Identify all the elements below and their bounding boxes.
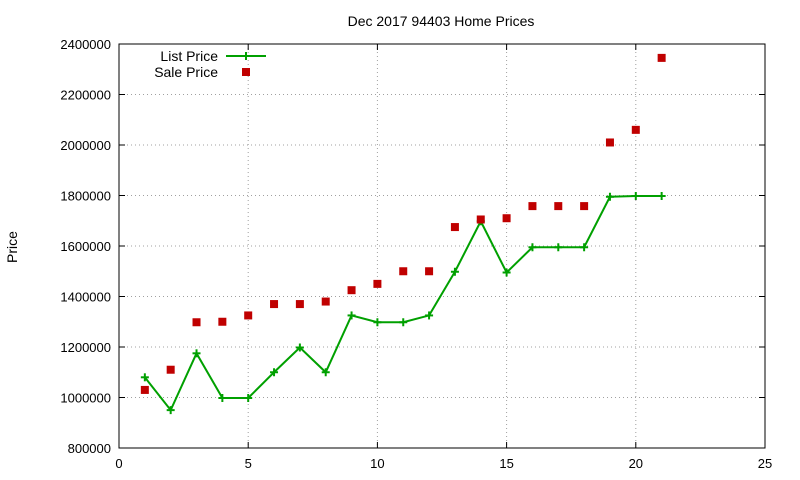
sale-price-point xyxy=(476,215,485,224)
sale-price-point xyxy=(528,202,537,211)
sale-price-point xyxy=(605,138,614,147)
list-price-point xyxy=(631,192,640,201)
x-tick-label: 0 xyxy=(115,456,122,471)
list-price-point xyxy=(399,318,408,327)
list-price-point xyxy=(528,243,537,252)
list-price-point xyxy=(450,267,459,276)
list-price-point xyxy=(554,243,563,252)
y-tick-label: 800000 xyxy=(68,441,111,456)
sale-price-point xyxy=(295,300,304,309)
list-price-point xyxy=(502,268,511,277)
list-price-point xyxy=(347,311,356,320)
sale-price-point xyxy=(321,297,330,306)
x-tick-label: 15 xyxy=(499,456,513,471)
x-tick-label: 10 xyxy=(370,456,384,471)
sale-price-point xyxy=(399,267,408,276)
list-price-line xyxy=(144,195,662,413)
data-series xyxy=(140,53,666,415)
sale-price-point xyxy=(192,318,201,327)
sale-price-point xyxy=(450,223,459,232)
plot-frame xyxy=(118,43,766,449)
list-price-point xyxy=(166,406,175,415)
series-sale-price xyxy=(140,53,666,394)
y-tick-label: 1800000 xyxy=(60,189,111,204)
list-price-point xyxy=(580,243,589,252)
sale-price-point xyxy=(270,300,279,309)
axis-ticks: 0 5 10 15 20 25 800000 1000000 1200000 1400000 160… xyxy=(60,37,772,471)
sale-price-point xyxy=(425,267,434,276)
list-price-point xyxy=(270,368,279,377)
y-tick-label: 1400000 xyxy=(60,290,111,305)
sale-price-point xyxy=(218,317,227,326)
sale-price-point xyxy=(166,365,175,374)
list-price-point xyxy=(192,349,201,358)
y-tick-label: 2400000 xyxy=(60,37,111,52)
sale-price-point xyxy=(657,53,666,62)
legend-square-swatch xyxy=(242,68,250,76)
sale-price-point xyxy=(580,202,589,211)
x-tick-label: 25 xyxy=(758,456,772,471)
x-tick-label: 20 xyxy=(629,456,643,471)
y-tick-label: 2000000 xyxy=(60,138,111,153)
list-price-point xyxy=(295,343,304,352)
list-price-point xyxy=(140,373,149,382)
list-price-point xyxy=(605,192,614,201)
legend-label: Sale Price xyxy=(154,64,218,80)
list-price-point xyxy=(218,394,227,403)
series-list-price xyxy=(140,192,666,415)
y-tick-label: 2200000 xyxy=(60,88,111,103)
list-price-point xyxy=(373,318,382,327)
legend-plus-swatch xyxy=(242,52,250,60)
y-tick-label: 1200000 xyxy=(60,340,111,355)
sale-price-point xyxy=(554,202,563,211)
y-axis-label: Price xyxy=(4,231,20,263)
list-price-point xyxy=(425,311,434,320)
sale-price-point xyxy=(244,311,253,320)
sale-price-point xyxy=(502,214,511,223)
list-price-point xyxy=(244,394,253,403)
x-tick-label: 5 xyxy=(245,456,252,471)
y-tick-label: 1000000 xyxy=(60,391,111,406)
list-price-point xyxy=(321,368,330,377)
sale-price-point xyxy=(140,385,149,394)
sale-price-point xyxy=(373,279,382,288)
chart-title: Dec 2017 94403 Home Prices xyxy=(348,13,535,29)
sale-price-point xyxy=(631,125,640,134)
legend-label: List Price xyxy=(160,48,218,64)
sale-price-point xyxy=(347,286,356,295)
grid-lines xyxy=(119,44,765,448)
list-price-point xyxy=(657,192,666,201)
y-tick-label: 1600000 xyxy=(60,239,111,254)
